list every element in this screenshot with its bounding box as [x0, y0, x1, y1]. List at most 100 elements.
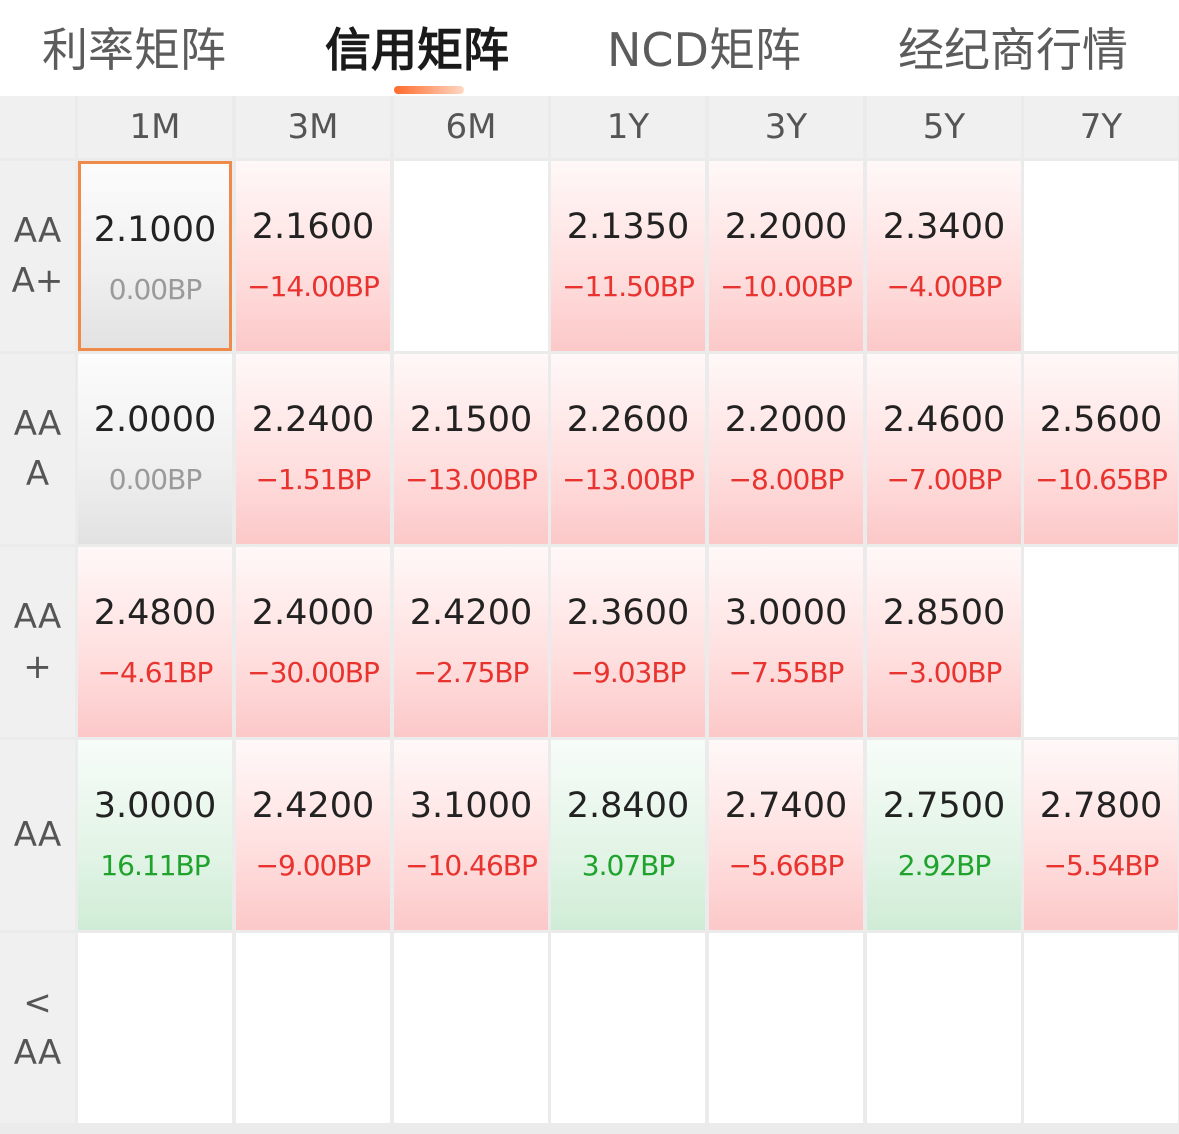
row-header-rating: <AA	[0, 933, 75, 1123]
matrix-cell[interactable]: 2.8400 3.07BP	[551, 740, 705, 930]
matrix-cell[interactable]: 2.4200 −9.00BP	[236, 740, 390, 930]
matrix-tab-bar: 利率矩阵 信用矩阵 NCD矩阵 经纪商行情	[0, 0, 1179, 96]
matrix-cell-empty	[551, 933, 705, 1123]
tab-broker-quotes[interactable]: 经纪商行情	[898, 23, 1128, 77]
matrix-cell-empty	[236, 933, 390, 1123]
cell-yield-rate: 2.7400	[724, 786, 848, 826]
grid-corner	[0, 96, 75, 158]
matrix-cell-empty	[1024, 161, 1178, 351]
matrix-cell[interactable]: 2.1600 −14.00BP	[236, 161, 390, 351]
cell-bp-change: −30.00BP	[247, 656, 380, 689]
cell-yield-rate: 2.5600	[1039, 400, 1163, 440]
matrix-cell[interactable]: 2.1000 0.00BP	[78, 161, 232, 351]
matrix-cell[interactable]: 2.4000 −30.00BP	[236, 547, 390, 737]
matrix-cell[interactable]: 2.2000 −8.00BP	[709, 354, 863, 544]
matrix-cell[interactable]: 2.3600 −9.03BP	[551, 547, 705, 737]
cell-yield-rate: 2.4600	[882, 400, 1006, 440]
cell-bp-change: −13.00BP	[562, 463, 695, 496]
credit-matrix-grid: 1M 3M 6M 1Y 3Y 5Y 7Y AAA+ 2.1000 0.00BP 2.1600 −14.…	[0, 96, 1179, 1134]
cell-bp-change: −8.00BP	[728, 463, 845, 496]
cell-bp-change: 0.00BP	[108, 273, 202, 306]
cell-bp-change: −2.75BP	[413, 656, 530, 689]
cell-bp-change: −9.00BP	[255, 849, 372, 882]
column-header-7y: 7Y	[1024, 96, 1178, 158]
row-header-label: AA	[13, 815, 62, 855]
cell-yield-rate: 2.4200	[251, 786, 375, 826]
matrix-cell-empty	[394, 161, 548, 351]
tab-rate-matrix[interactable]: 利率矩阵	[42, 23, 226, 77]
cell-bp-change: −10.65BP	[1035, 463, 1168, 496]
matrix-cell[interactable]: 2.1500 −13.00BP	[394, 354, 548, 544]
cell-bp-change: −14.00BP	[247, 270, 380, 303]
column-header-5y: 5Y	[867, 96, 1021, 158]
cell-yield-rate: 2.1350	[566, 207, 690, 247]
row-header-label: AAA+	[11, 211, 64, 301]
tab-overflow-fade	[1119, 0, 1179, 96]
matrix-cell[interactable]: 3.1000 −10.46BP	[394, 740, 548, 930]
matrix-cell[interactable]: 2.4200 −2.75BP	[394, 547, 548, 737]
row-header-label: AAA	[13, 404, 62, 494]
matrix-cell[interactable]: 2.8500 −3.00BP	[867, 547, 1021, 737]
matrix-cell-empty	[78, 933, 232, 1123]
row-header-rating: AA+	[0, 547, 75, 737]
cell-bp-change: 0.00BP	[108, 463, 202, 496]
cell-yield-rate: 2.8500	[882, 593, 1006, 633]
cell-bp-change: −3.00BP	[886, 656, 1003, 689]
cell-yield-rate: 2.1500	[409, 400, 533, 440]
cell-yield-rate: 2.0000	[93, 400, 217, 440]
matrix-cell[interactable]: 2.2600 −13.00BP	[551, 354, 705, 544]
column-header-3m: 3M	[236, 96, 390, 158]
row-header-label: <AA	[13, 983, 62, 1073]
cell-bp-change: −10.00BP	[720, 270, 853, 303]
row-header-label: AA+	[13, 597, 62, 687]
cell-yield-rate: 2.1000	[93, 210, 217, 250]
matrix-cell[interactable]: 2.4800 −4.61BP	[78, 547, 232, 737]
matrix-cell-empty	[1024, 933, 1178, 1123]
matrix-cell[interactable]: 2.4600 −7.00BP	[867, 354, 1021, 544]
cell-yield-rate: 2.4800	[93, 593, 217, 633]
matrix-cell[interactable]: 2.1350 −11.50BP	[551, 161, 705, 351]
matrix-cell-empty	[1024, 547, 1178, 737]
cell-yield-rate: 2.3400	[882, 207, 1006, 247]
tab-credit-matrix[interactable]: 信用矩阵	[325, 23, 509, 77]
matrix-cell[interactable]: 2.7800 −5.54BP	[1024, 740, 1178, 930]
cell-bp-change: −11.50BP	[562, 270, 695, 303]
cell-bp-change: −4.61BP	[97, 656, 214, 689]
column-header-1m: 1M	[78, 96, 232, 158]
matrix-cell[interactable]: 2.0000 0.00BP	[78, 354, 232, 544]
cell-yield-rate: 2.7500	[882, 786, 1006, 826]
matrix-cell[interactable]: 2.7400 −5.66BP	[709, 740, 863, 930]
matrix-cell[interactable]: 2.7500 2.92BP	[867, 740, 1021, 930]
cell-yield-rate: 3.1000	[409, 786, 533, 826]
cell-yield-rate: 2.8400	[566, 786, 690, 826]
cell-bp-change: −4.00BP	[886, 270, 1003, 303]
cell-yield-rate: 2.2000	[724, 207, 848, 247]
cell-yield-rate: 2.2000	[724, 400, 848, 440]
matrix-cell[interactable]: 2.2000 −10.00BP	[709, 161, 863, 351]
column-header-6m: 6M	[394, 96, 548, 158]
cell-bp-change: −9.03BP	[570, 656, 687, 689]
cell-yield-rate: 2.7800	[1039, 786, 1163, 826]
cell-yield-rate: 3.0000	[724, 593, 848, 633]
tab-ncd-matrix[interactable]: NCD矩阵	[607, 23, 801, 77]
cell-bp-change: 3.07BP	[581, 849, 675, 882]
cell-yield-rate: 2.4200	[409, 593, 533, 633]
matrix-cell[interactable]: 2.3400 −4.00BP	[867, 161, 1021, 351]
matrix-cell[interactable]: 2.2400 −1.51BP	[236, 354, 390, 544]
matrix-cell[interactable]: 3.0000 −7.55BP	[709, 547, 863, 737]
row-header-rating: AA	[0, 740, 75, 930]
matrix-cell-empty	[867, 933, 1021, 1123]
cell-yield-rate: 2.2400	[251, 400, 375, 440]
matrix-cell[interactable]: 3.0000 16.11BP	[78, 740, 232, 930]
matrix-cell[interactable]: 2.5600 −10.65BP	[1024, 354, 1178, 544]
cell-bp-change: −5.54BP	[1043, 849, 1160, 882]
cell-yield-rate: 2.4000	[251, 593, 375, 633]
matrix-cell-empty	[709, 933, 863, 1123]
column-header-3y: 3Y	[709, 96, 863, 158]
cell-bp-change: −7.55BP	[728, 656, 845, 689]
matrix-cell-empty	[394, 933, 548, 1123]
cell-bp-change: −5.66BP	[728, 849, 845, 882]
active-tab-indicator	[394, 86, 464, 94]
cell-bp-change: 2.92BP	[897, 849, 991, 882]
cell-bp-change: −7.00BP	[886, 463, 1003, 496]
